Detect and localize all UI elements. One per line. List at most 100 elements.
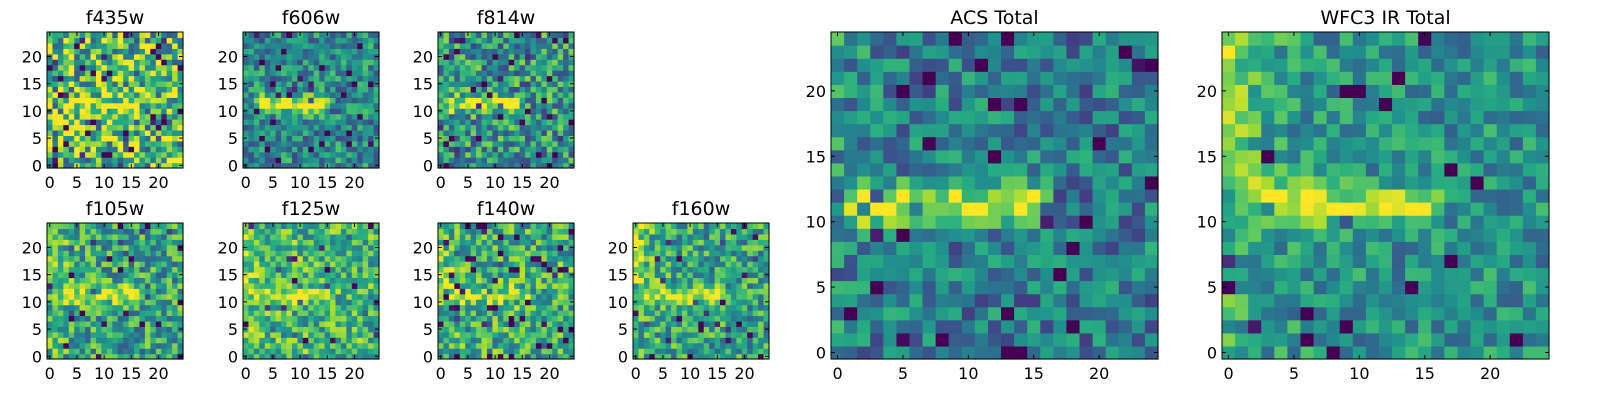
heatmap-cell — [633, 228, 640, 235]
heatmap-cell — [79, 124, 86, 131]
heatmap-cell — [692, 315, 699, 322]
heatmap-cell — [459, 91, 466, 98]
heatmap-cell — [47, 119, 54, 126]
heatmap-cell — [52, 250, 59, 257]
heatmap-cell — [1040, 254, 1054, 269]
heatmap-cell — [720, 310, 727, 317]
heatmap-cell — [443, 32, 450, 39]
heatmap-cell — [101, 282, 108, 289]
heatmap-cell — [476, 140, 483, 147]
heatmap-cell — [319, 244, 326, 251]
heatmap-cell — [253, 129, 260, 136]
heatmap-cell — [443, 86, 450, 93]
heatmap-cell — [503, 146, 510, 153]
heatmap-cell — [297, 315, 304, 322]
heatmap-cell — [112, 124, 119, 131]
heatmap-cell — [134, 80, 141, 87]
heatmap-cell — [546, 48, 553, 55]
heatmap-cell — [319, 80, 326, 87]
heatmap-cell — [150, 288, 157, 295]
heatmap-cell — [101, 129, 108, 136]
heatmap-cell — [68, 75, 75, 82]
heatmap-cell — [52, 299, 59, 306]
heatmap-cell — [368, 146, 375, 153]
y-tick-label: 15 — [413, 266, 433, 285]
heatmap-cell — [123, 162, 130, 169]
heatmap-cell — [643, 228, 650, 235]
heatmap-cell — [248, 244, 255, 251]
heatmap-cell — [459, 337, 466, 344]
heatmap-cell — [302, 86, 309, 93]
heatmap-cell — [948, 319, 963, 334]
heatmap-cell — [373, 42, 380, 49]
heatmap-cell — [519, 42, 526, 49]
heatmap-cell — [123, 48, 130, 55]
heatmap-cell — [654, 326, 661, 333]
heatmap-cell — [459, 124, 466, 131]
heatmap-cell — [166, 48, 173, 55]
heatmap-cell — [514, 299, 521, 306]
heatmap-cell — [530, 299, 537, 306]
heatmap-cell — [150, 32, 157, 39]
heatmap-cell — [486, 135, 493, 142]
heatmap-cell — [68, 162, 75, 169]
heatmap-cell — [90, 135, 97, 142]
heatmap-cell — [368, 233, 375, 240]
heatmap-cell — [144, 59, 151, 66]
heatmap-cell — [264, 119, 271, 126]
heatmap-cell — [1001, 228, 1015, 242]
heatmap-cell — [535, 255, 542, 262]
heatmap-cell — [253, 239, 260, 246]
heatmap-cell — [497, 140, 504, 147]
heatmap-cell — [281, 119, 288, 126]
heatmap-cell — [297, 299, 304, 306]
heatmap-cell — [297, 48, 304, 55]
heatmap-cell — [308, 70, 315, 77]
heatmap-cell — [63, 140, 70, 147]
heatmap-cell — [63, 86, 70, 93]
heatmap-cell — [709, 282, 716, 289]
heatmap-cell — [248, 261, 255, 268]
heatmap-cell — [470, 337, 477, 344]
heatmap-cell — [52, 233, 59, 240]
heatmap-cell — [703, 282, 710, 289]
heatmap-cell — [52, 271, 59, 278]
heatmap-cell — [476, 304, 483, 311]
heatmap-cell — [1105, 241, 1120, 255]
heatmap-cell — [57, 42, 64, 49]
heatmap-cell — [150, 342, 157, 349]
heatmap-cell — [752, 228, 759, 235]
heatmap-cell — [671, 223, 678, 230]
heatmap-cell — [443, 266, 450, 273]
heatmap-cell — [144, 233, 151, 240]
heatmap-cell — [535, 113, 542, 120]
heatmap-cell — [101, 331, 108, 338]
heatmap-cell — [1105, 175, 1120, 190]
heatmap-cell — [508, 32, 515, 39]
y-tick-label: 20 — [413, 47, 433, 66]
heatmap-cell — [346, 282, 353, 289]
heatmap-cell — [259, 337, 266, 344]
heatmap-cell — [681, 261, 688, 268]
heatmap-cell — [270, 80, 277, 87]
heatmap-cell — [481, 75, 488, 82]
heatmap-cell — [530, 37, 537, 44]
heatmap-cell — [253, 80, 260, 87]
heatmap-cell — [85, 342, 92, 349]
heatmap-cell — [357, 113, 364, 120]
y-tick-label: 0 — [32, 347, 42, 366]
heatmap-cell — [563, 151, 570, 158]
heatmap-cell — [74, 53, 81, 60]
heatmap-cell — [692, 255, 699, 262]
heatmap-cell — [514, 239, 521, 246]
heatmap-cell — [692, 337, 699, 344]
heatmap-cell — [541, 80, 548, 87]
heatmap-cell — [68, 108, 75, 115]
heatmap-cell — [259, 310, 266, 317]
heatmap-cell — [470, 348, 477, 355]
heatmap-cell — [324, 113, 331, 120]
heatmap-cell — [883, 241, 897, 255]
heatmap-cell — [687, 315, 694, 322]
heatmap-cell — [530, 315, 537, 322]
y-tick-label: 5 — [423, 129, 433, 148]
